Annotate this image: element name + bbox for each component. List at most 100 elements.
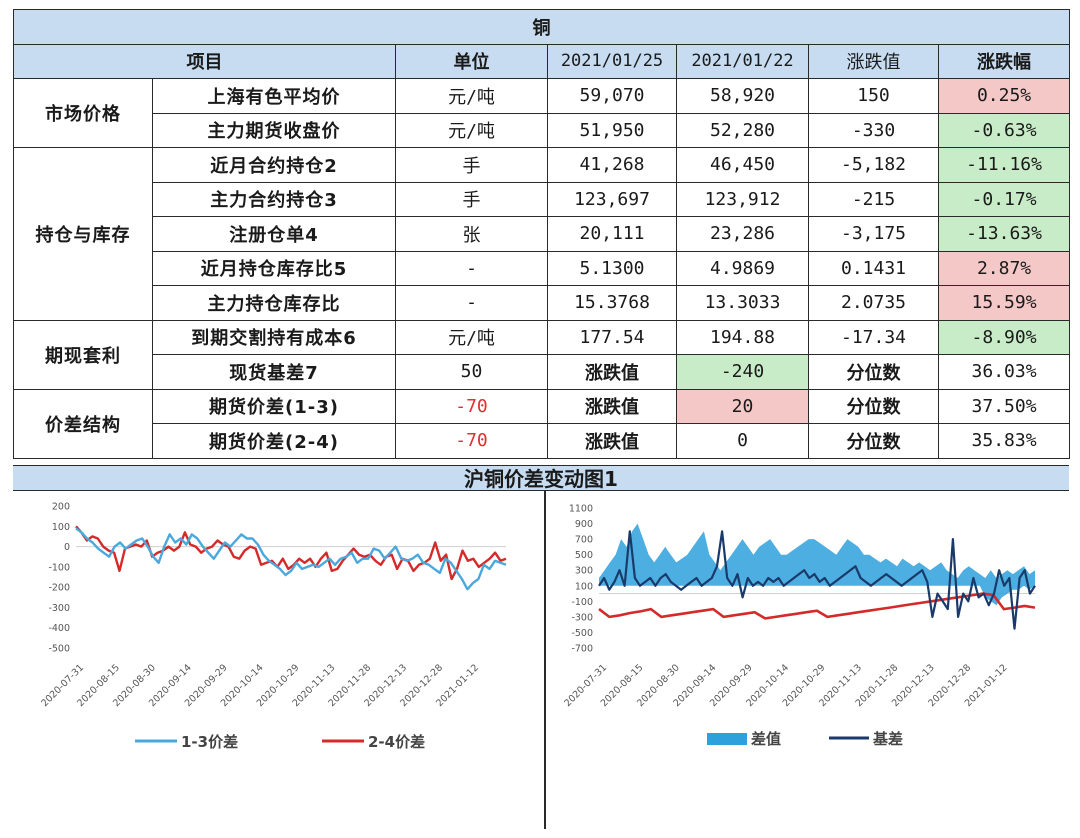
row-v1: 15.3768	[547, 285, 677, 321]
legend-label-diff: 差值	[751, 730, 781, 748]
row-pct: 2.87%	[937, 250, 1071, 286]
row-pct: -0.17%	[937, 181, 1071, 217]
row-v2: 23,286	[676, 216, 809, 252]
row-pct: 0.25%	[937, 78, 1071, 114]
row-v2: 46,450	[676, 147, 809, 183]
table-row: 持仓与库存 近月合约持仓2 手 41,268 46,450 -5,182 -11.16%	[13, 147, 1071, 321]
category-label: 市场价格	[13, 78, 153, 148]
row-item: 主力期货收盘价	[152, 112, 396, 148]
table-row: 主力持仓库存比 -15.3768 13.3033 2.0735 15.59%	[14, 285, 1071, 321]
row-chg: 分位数	[808, 388, 939, 424]
basis-chart-right: 1100900700500300100-100-300-500-7002020-…	[562, 504, 1036, 748]
row-pct: -0.63%	[937, 112, 1071, 148]
series-line-1-3	[75, 527, 507, 591]
table-row: 现货基差7 50 涨跌值 -240 分位数 36.03%	[14, 354, 1071, 390]
legend-label-basis: 基差	[872, 730, 903, 748]
row-v2: 13.3033	[676, 285, 809, 321]
row-chg: -215	[808, 181, 939, 217]
row-v1: 51,950	[547, 112, 677, 148]
row-chg: 2.0735	[808, 285, 939, 321]
row-chg: -17.34	[808, 319, 939, 355]
row-item: 期货价差(2-4)	[152, 423, 396, 459]
row-v2: 0	[676, 423, 809, 459]
row-item: 到期交割持有成本6	[152, 319, 396, 355]
row-item: 注册仓单4	[152, 216, 396, 252]
row-v1: 177.54	[547, 319, 677, 355]
y-tick-label: -300	[48, 603, 70, 614]
table-row: 主力合约持仓3 手 123,697 123,912 -215 -0.17%	[14, 181, 1071, 217]
copper-table: 铜 项目 单位 2021/01/25 2021/01/22 涨跌值 涨跌幅 市场…	[12, 9, 1071, 459]
row-item: 主力持仓库存比	[152, 285, 396, 321]
row-v1: 41,268	[547, 147, 677, 183]
table-row: 市场价格 上海有色平均价 元/吨 59,070 58,920 150 0.25%	[13, 78, 1071, 148]
row-chg: 分位数	[808, 354, 939, 390]
chart-divider	[544, 491, 546, 829]
row-unit: 元/吨	[395, 112, 548, 148]
legend-label-1-3: 1-3价差	[181, 733, 238, 751]
y-tick-label: -200	[48, 583, 70, 594]
row-v2: 4.9869	[676, 250, 809, 286]
row-item: 近月合约持仓2	[152, 147, 396, 183]
y-tick-label: -300	[571, 612, 593, 623]
header-item: 项目	[13, 43, 396, 79]
row-v1: 涨跌值	[547, 354, 677, 390]
row-unit: 手	[395, 181, 548, 217]
row-chg: 150	[808, 78, 939, 114]
y-tick-label: -500	[48, 644, 70, 655]
header-pct: 涨跌幅	[937, 43, 1071, 79]
header-unit: 单位	[395, 43, 548, 79]
row-pct: 35.83%	[937, 423, 1071, 459]
table-row: 注册仓单4 张 20,111 23,286 -3,175 -13.63%	[14, 216, 1071, 252]
row-pct: 37.50%	[937, 388, 1071, 424]
row-item: 现货基差7	[152, 354, 396, 390]
header-date2: 2021/01/22	[676, 43, 809, 79]
row-v1: 59,070	[547, 78, 677, 114]
row-unit: -	[395, 250, 548, 286]
row-unit: -	[395, 285, 548, 321]
series-area-diff	[599, 523, 1035, 606]
y-tick-label: 300	[575, 566, 593, 577]
row-chg: -3,175	[808, 216, 939, 252]
row-unit: 元/吨	[395, 319, 548, 355]
y-tick-label: 900	[575, 519, 593, 530]
y-tick-label: 100	[52, 522, 70, 533]
header-change: 涨跌值	[808, 43, 939, 79]
y-tick-label: 700	[575, 535, 593, 546]
row-v2: 58,920	[676, 78, 809, 114]
row-pct: 15.59%	[937, 285, 1071, 321]
row-pct: -8.90%	[937, 319, 1071, 355]
y-tick-label: 1100	[569, 504, 593, 515]
row-pct: -13.63%	[937, 216, 1071, 252]
table-row: 期现套利 到期交割持有成本6 元/吨 177.54 194.88 -17.34 -8.90%	[13, 319, 1071, 390]
category-label: 价差结构	[13, 388, 153, 459]
row-item: 上海有色平均价	[152, 78, 396, 114]
y-tick-label: -100	[571, 597, 593, 608]
row-chg: 分位数	[808, 423, 939, 459]
row-v2: 123,912	[676, 181, 809, 217]
y-tick-label: -400	[48, 623, 70, 634]
row-chg: -5,182	[808, 147, 939, 183]
table-row: 期货价差(2-4) -70 涨跌值 0 分位数 35.83%	[14, 423, 1071, 459]
legend-swatch-diff	[707, 733, 747, 745]
series-line-2-4	[75, 525, 507, 581]
series-line-basis	[598, 530, 1036, 630]
y-tick-label: -700	[571, 644, 593, 655]
table-title: 铜	[12, 9, 1071, 45]
chart-section-title: 沪铜价差变动图1	[13, 465, 1069, 491]
y-tick-label: 200	[52, 502, 70, 513]
category-label: 持仓与库存	[13, 147, 153, 321]
row-unit: 张	[395, 216, 548, 252]
table-row: 主力期货收盘价 元/吨 51,950 52,280 -330 -0.63%	[14, 112, 1071, 148]
row-v2: 20	[676, 388, 809, 424]
y-tick-label: 100	[575, 581, 593, 592]
table-row: 价差结构 期货价差(1-3) -70 涨跌值 20 分位数 37.50%	[13, 388, 1071, 459]
category-label: 期现套利	[13, 319, 153, 390]
row-item: 近月持仓库存比5	[152, 250, 396, 286]
y-tick-label: 500	[575, 550, 593, 561]
row-item: 期货价差(1-3)	[152, 388, 396, 424]
row-unit: 50	[395, 354, 548, 390]
row-v1: 涨跌值	[547, 388, 677, 424]
y-tick-label: -500	[571, 628, 593, 639]
row-chg: 0.1431	[808, 250, 939, 286]
row-v1: 5.1300	[547, 250, 677, 286]
